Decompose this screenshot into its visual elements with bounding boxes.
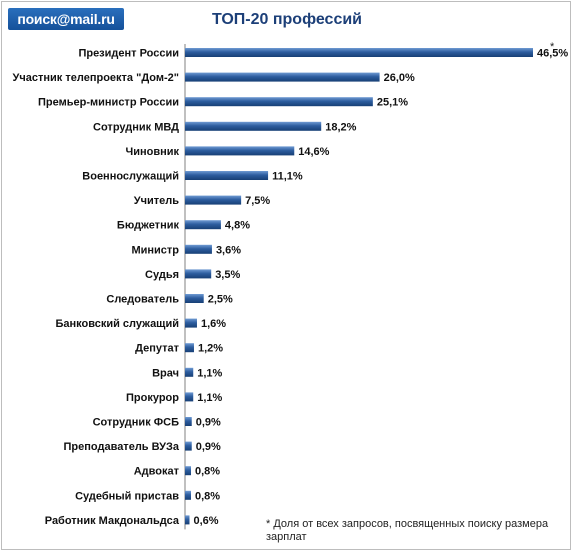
category-label: Военнослужащий xyxy=(82,171,179,183)
chart-title: ТОП-20 профессий xyxy=(211,11,363,28)
category-label: Следователь xyxy=(106,294,179,306)
category-label: Депутат xyxy=(135,343,179,355)
data-label: 46,5% xyxy=(537,48,568,60)
data-label: 3,6% xyxy=(216,244,241,256)
data-label: 7,5% xyxy=(245,195,270,207)
data-label: 26,0% xyxy=(384,72,415,84)
category-label: Участник телепроекта "Дом-2" xyxy=(13,72,179,84)
category-label: Чиновник xyxy=(125,146,179,158)
data-label: 0,6% xyxy=(193,515,218,527)
category-label: Судебный пристав xyxy=(75,490,179,502)
data-label: 2,5% xyxy=(208,294,233,306)
category-label: Врач xyxy=(152,367,179,379)
bar xyxy=(185,392,194,402)
category-label: Премьер-министр России xyxy=(38,97,179,109)
data-label: 1,2% xyxy=(198,343,223,355)
bar xyxy=(185,146,295,156)
data-label: 4,8% xyxy=(225,220,250,232)
data-label: 0,9% xyxy=(196,417,221,429)
bar xyxy=(185,367,194,377)
data-label: 1,1% xyxy=(197,367,222,379)
bar xyxy=(185,343,194,353)
bar xyxy=(185,220,221,230)
category-label: Прокурор xyxy=(126,392,179,404)
bar xyxy=(185,72,380,82)
bar xyxy=(185,318,197,328)
footnote-text: * Доля от всех запросов, посвященных пои… xyxy=(266,518,549,543)
data-label: 3,5% xyxy=(215,269,240,281)
data-label: 0,8% xyxy=(195,466,220,478)
category-label: Министр xyxy=(131,244,179,256)
brand-logo: поиск@mail.ru xyxy=(8,8,124,30)
bar xyxy=(185,294,204,303)
category-label: Сотрудник МВД xyxy=(93,121,179,133)
bar xyxy=(185,490,191,500)
bar xyxy=(185,121,322,131)
footnote-marker: * xyxy=(550,41,555,53)
bar xyxy=(185,244,212,254)
category-label: Бюджетник xyxy=(117,220,180,232)
data-label: 18,2% xyxy=(325,121,356,133)
data-label: 1,6% xyxy=(201,318,226,330)
data-label: 0,9% xyxy=(196,441,221,453)
bar xyxy=(185,195,242,205)
category-label: Президент России xyxy=(78,48,179,60)
data-label: 0,8% xyxy=(195,490,220,502)
category-label: Работник Макдональдса xyxy=(45,515,180,527)
bar xyxy=(185,417,192,426)
category-label: Адвокат xyxy=(134,466,180,478)
category-label: Преподаватель ВУЗа xyxy=(64,441,180,453)
data-label: 14,6% xyxy=(298,146,329,158)
bar xyxy=(185,466,191,476)
data-label: 25,1% xyxy=(377,97,408,109)
bar xyxy=(185,97,373,107)
category-label: Сотрудник ФСБ xyxy=(93,417,179,429)
bar xyxy=(185,171,269,180)
data-label: 1,1% xyxy=(197,392,222,404)
category-label: Учитель xyxy=(134,195,179,207)
category-label: Банковский служащий xyxy=(55,318,179,330)
bar xyxy=(185,515,190,525)
bar xyxy=(185,48,533,57)
data-label: 11,1% xyxy=(272,171,303,183)
bar xyxy=(185,269,212,279)
bar xyxy=(185,441,192,451)
category-label: Судья xyxy=(145,269,179,281)
